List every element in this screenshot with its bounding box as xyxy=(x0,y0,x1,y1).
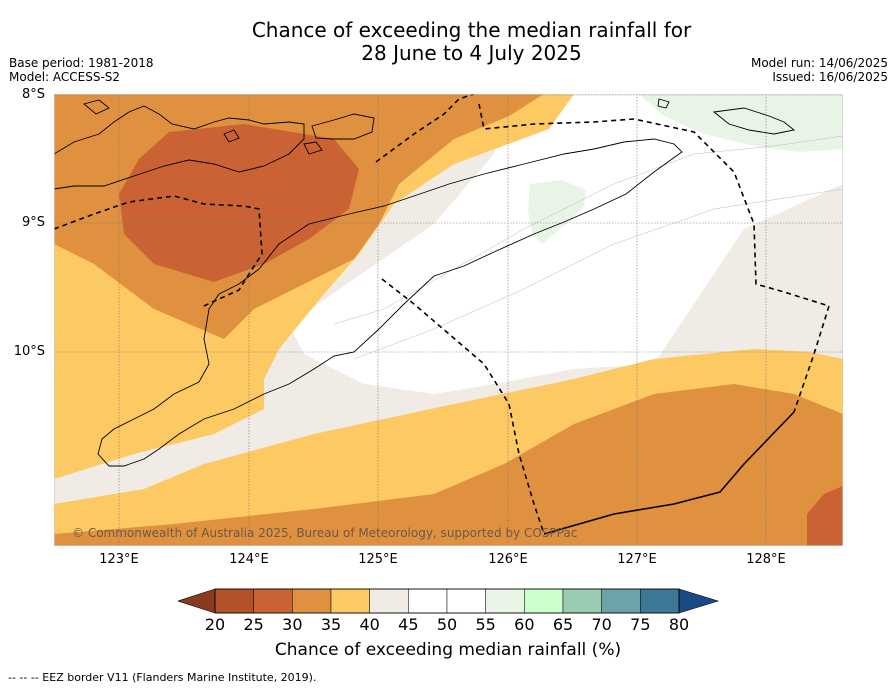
colorbar-cell xyxy=(330,588,370,614)
coastline-islet-1 xyxy=(83,99,110,115)
fill-55-60-ne xyxy=(639,94,843,152)
lat-label-9s: 9°S xyxy=(21,215,45,230)
eez-borders xyxy=(54,94,830,535)
faint-contours xyxy=(333,135,843,360)
colorbar-tick-label: 55 xyxy=(475,615,496,634)
fill-30-35-south xyxy=(54,384,843,546)
coastline-babar xyxy=(712,107,796,135)
meta-right: Model run: 14/06/2025 Issued: 16/06/2025 xyxy=(751,56,888,84)
model-name: Model: ACCESS-S2 xyxy=(9,70,121,84)
colorbar-under-arrow xyxy=(178,588,216,614)
colorbar-title: Chance of exceeding median rainfall (%) xyxy=(274,640,622,660)
coastlines xyxy=(54,98,796,467)
lat-label-10s: 10°S xyxy=(13,344,45,359)
coastline-islet-4 xyxy=(657,98,670,109)
coastline-islet-2 xyxy=(223,129,240,143)
colorbar-cell xyxy=(485,588,525,614)
colorbar-cell xyxy=(292,588,332,614)
colorbar-cell xyxy=(408,588,448,614)
colorbar-cells xyxy=(214,588,680,614)
colorbar-tick-label: 50 xyxy=(436,615,458,634)
map-title: Chance of exceeding the median rainfall … xyxy=(0,19,896,65)
model-run: Model run: 14/06/2025 xyxy=(750,56,888,70)
colorbar-tick-label: 40 xyxy=(359,615,380,634)
fill-25-30-north xyxy=(119,124,359,282)
title-line-1: Chance of exceeding the median rainfall … xyxy=(251,18,692,42)
lon-label-123e: 123°E xyxy=(99,552,139,567)
map-frame xyxy=(54,94,843,546)
eez-border-east xyxy=(478,103,830,307)
coastline-alor-north xyxy=(311,113,375,140)
colorbar-tick-label: 60 xyxy=(514,615,535,634)
lon-label-125e: 125°E xyxy=(358,552,398,567)
coastline-flores xyxy=(54,105,305,190)
eez-legend-note: -- -- -- EEZ border V11 (Flanders Marine… xyxy=(8,671,317,684)
colorbar-tick-label: 30 xyxy=(282,615,303,634)
eez-border-north xyxy=(375,94,475,163)
colorbar xyxy=(178,588,720,614)
eez-border-south-east xyxy=(793,305,830,413)
fill-55-60-central xyxy=(528,180,586,244)
colorbar-cell xyxy=(562,588,602,614)
colorbar-tick-label: 35 xyxy=(320,615,342,634)
meta-left: Base period: 1981-2018 Model: ACCESS-S2 xyxy=(9,56,154,84)
colorbar-cell xyxy=(640,588,680,614)
coastline-islet-3 xyxy=(303,141,323,155)
colorbar-cell xyxy=(446,588,486,614)
eez-border-south xyxy=(381,278,545,535)
fill-25-30-se xyxy=(807,486,843,546)
lat-label-8s: 8°S xyxy=(21,87,45,102)
map-canvas xyxy=(54,94,843,546)
colorbar-tick-label: 65 xyxy=(552,615,574,634)
colorbar-tick-label: 75 xyxy=(630,615,651,634)
rainfall-map: © Commonwealth of Australia 2025, Bureau… xyxy=(54,94,843,546)
lon-label-126e: 126°E xyxy=(488,552,528,567)
lon-label-127e: 127°E xyxy=(617,552,657,567)
colorbar-cell xyxy=(214,588,254,614)
national-boundary xyxy=(543,411,795,535)
copyright-note: © Commonwealth of Australia 2025, Bureau… xyxy=(72,526,578,540)
colorbar-tick-label: 45 xyxy=(398,615,419,634)
colorbar-cell xyxy=(369,588,409,614)
colorbar-tick-label: 70 xyxy=(591,615,612,634)
lon-label-128e: 128°E xyxy=(746,552,786,567)
colorbar-frame xyxy=(214,588,680,614)
title-line-2: 28 June to 4 July 2025 xyxy=(361,41,582,65)
colorbar-tick-label: 20 xyxy=(204,615,226,634)
colorbar-tick-label: 80 xyxy=(668,615,690,634)
base-period: Base period: 1981-2018 xyxy=(9,56,154,70)
fill-45-55 xyxy=(289,94,843,394)
issued-date: Issued: 16/06/2025 xyxy=(772,70,888,84)
colorbar-cell xyxy=(601,588,641,614)
colorbar-over-arrow xyxy=(678,588,720,614)
colorbar-cell xyxy=(524,588,564,614)
coastline-timor xyxy=(97,138,683,467)
colorbar-cell xyxy=(253,588,293,614)
eez-border-north-west xyxy=(54,195,263,307)
lon-label-124e: 124°E xyxy=(229,552,269,567)
colorbar-tick-label: 25 xyxy=(243,615,264,634)
